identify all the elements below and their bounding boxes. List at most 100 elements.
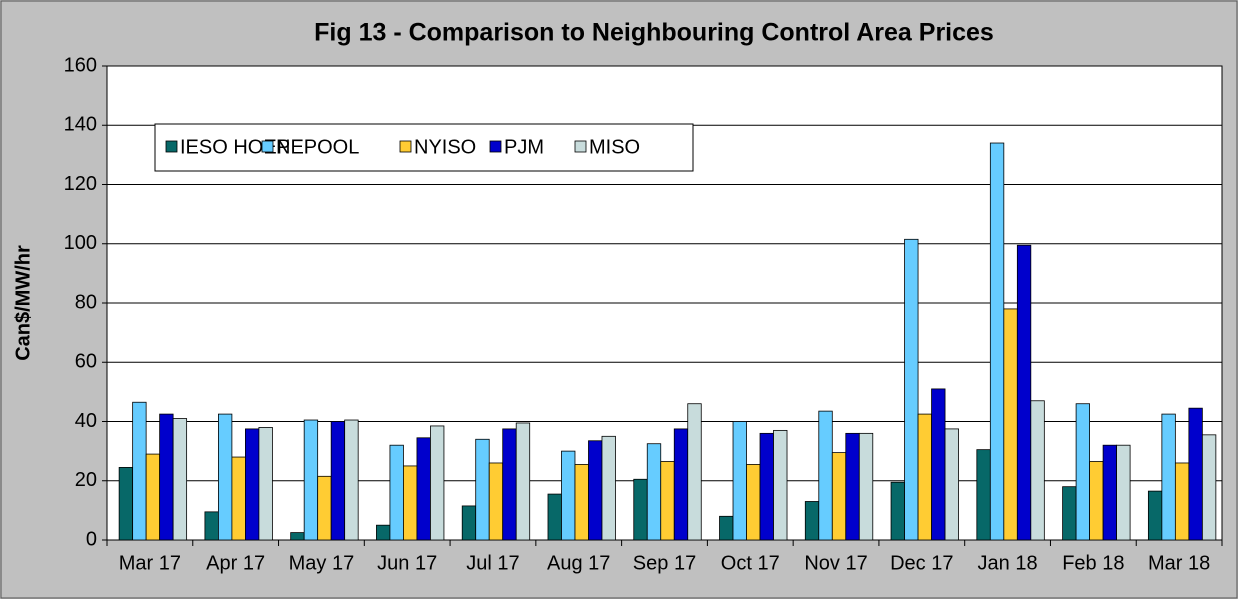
bar	[502, 428, 517, 541]
y-tick-label: 140	[64, 114, 97, 136]
bar	[818, 410, 833, 541]
bar	[218, 413, 233, 541]
x-tick-label: Oct 17	[721, 552, 780, 574]
bar	[904, 238, 919, 541]
bar	[1188, 407, 1203, 541]
legend-swatch	[489, 140, 502, 153]
bar	[944, 428, 959, 541]
bar	[687, 403, 702, 541]
bar	[976, 449, 991, 541]
bar	[574, 464, 589, 541]
bar	[601, 435, 616, 541]
y-tick-label: 60	[75, 351, 97, 373]
x-tick-label: Jun 17	[377, 552, 437, 574]
legend-label: NEPOOL	[276, 136, 359, 158]
legend-label: PJM	[504, 136, 544, 158]
bar	[746, 464, 761, 541]
bar	[1030, 400, 1045, 541]
bar	[303, 419, 319, 541]
bar	[588, 440, 603, 541]
bar	[159, 413, 174, 541]
x-tick-label: Feb 18	[1062, 552, 1124, 574]
bar	[317, 475, 332, 541]
bar	[1102, 444, 1117, 541]
x-tick-label: Apr 17	[206, 552, 265, 574]
legend-label: MISO	[589, 136, 640, 158]
bar	[344, 419, 359, 541]
bar	[858, 432, 874, 541]
bar	[1201, 434, 1217, 541]
legend-swatch	[574, 140, 587, 153]
bar	[376, 524, 391, 541]
bar	[118, 467, 134, 541]
bar	[475, 438, 490, 541]
y-tick-label: 0	[86, 528, 97, 550]
bar	[719, 515, 734, 541]
legend-label: NYISO	[414, 136, 476, 158]
x-tick-label: Mar 17	[119, 552, 181, 574]
x-tick-label: Sep 17	[633, 552, 696, 574]
y-tick-label: 40	[75, 410, 97, 432]
x-tick-label: Mar 18	[1148, 552, 1210, 574]
bar	[646, 443, 662, 541]
bar	[773, 429, 788, 541]
bar	[1089, 461, 1104, 541]
legend-swatch	[399, 140, 412, 153]
bar	[132, 401, 147, 541]
y-tick-label: 120	[64, 173, 97, 195]
bar	[403, 465, 418, 541]
bar	[488, 462, 504, 541]
y-tick-label: 80	[75, 291, 97, 313]
chart-title: Fig 13 - Comparison to Neighbouring Cont…	[314, 19, 994, 47]
bar	[1174, 462, 1190, 541]
x-tick-label: Nov 17	[804, 552, 867, 574]
x-tick-label: Jul 17	[466, 552, 519, 574]
bar	[330, 421, 346, 541]
bar	[890, 481, 905, 541]
x-tick-label: Aug 17	[547, 552, 610, 574]
legend	[154, 123, 694, 172]
bar	[1016, 244, 1032, 541]
bar	[245, 428, 260, 541]
bar	[416, 437, 431, 541]
bar	[1003, 308, 1018, 541]
legend-swatch	[261, 140, 274, 153]
x-tick-label: Dec 17	[890, 552, 953, 574]
bar	[461, 505, 477, 541]
bar	[831, 452, 847, 541]
bar	[204, 511, 219, 541]
bar	[732, 421, 747, 541]
bar	[917, 413, 932, 541]
bar	[1147, 490, 1163, 541]
legend-swatch	[165, 140, 178, 153]
bar	[633, 478, 648, 541]
y-tick-label: 100	[64, 232, 97, 254]
bar	[804, 501, 820, 541]
bar	[673, 428, 689, 541]
bar	[430, 425, 445, 541]
bar	[759, 432, 774, 541]
bar	[389, 444, 404, 541]
bar	[989, 142, 1005, 541]
bar	[1075, 403, 1090, 541]
bar	[561, 450, 576, 541]
bar	[660, 461, 675, 541]
bar	[231, 456, 246, 541]
legend-label: IESO HOEP	[180, 136, 290, 158]
y-tick-label: 160	[64, 54, 97, 76]
bar	[1161, 413, 1176, 541]
bar	[172, 418, 188, 541]
y-tick-label: 20	[75, 469, 97, 491]
bar	[1116, 444, 1131, 541]
bar	[258, 427, 273, 541]
x-tick-label: May 17	[289, 552, 355, 574]
bar	[931, 388, 946, 541]
bar	[1062, 486, 1077, 541]
x-tick-label: Jan 18	[978, 552, 1038, 574]
bar	[290, 532, 305, 541]
bar	[845, 432, 860, 541]
bar	[547, 493, 562, 541]
y-axis-label: Can$/MW/hr	[12, 245, 34, 361]
bar	[515, 422, 531, 541]
